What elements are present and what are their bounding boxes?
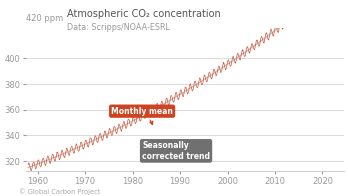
Text: Seasonally
corrected trend: Seasonally corrected trend [142, 139, 210, 161]
Text: Data: Scripps/NOAA-ESRL: Data: Scripps/NOAA-ESRL [67, 23, 170, 32]
Text: Atmospheric CO₂ concentration: Atmospheric CO₂ concentration [67, 9, 221, 19]
Text: Monthly mean: Monthly mean [111, 107, 173, 124]
Text: 420 ppm: 420 ppm [26, 14, 63, 23]
Text: © Global Carbon Project: © Global Carbon Project [19, 188, 101, 195]
